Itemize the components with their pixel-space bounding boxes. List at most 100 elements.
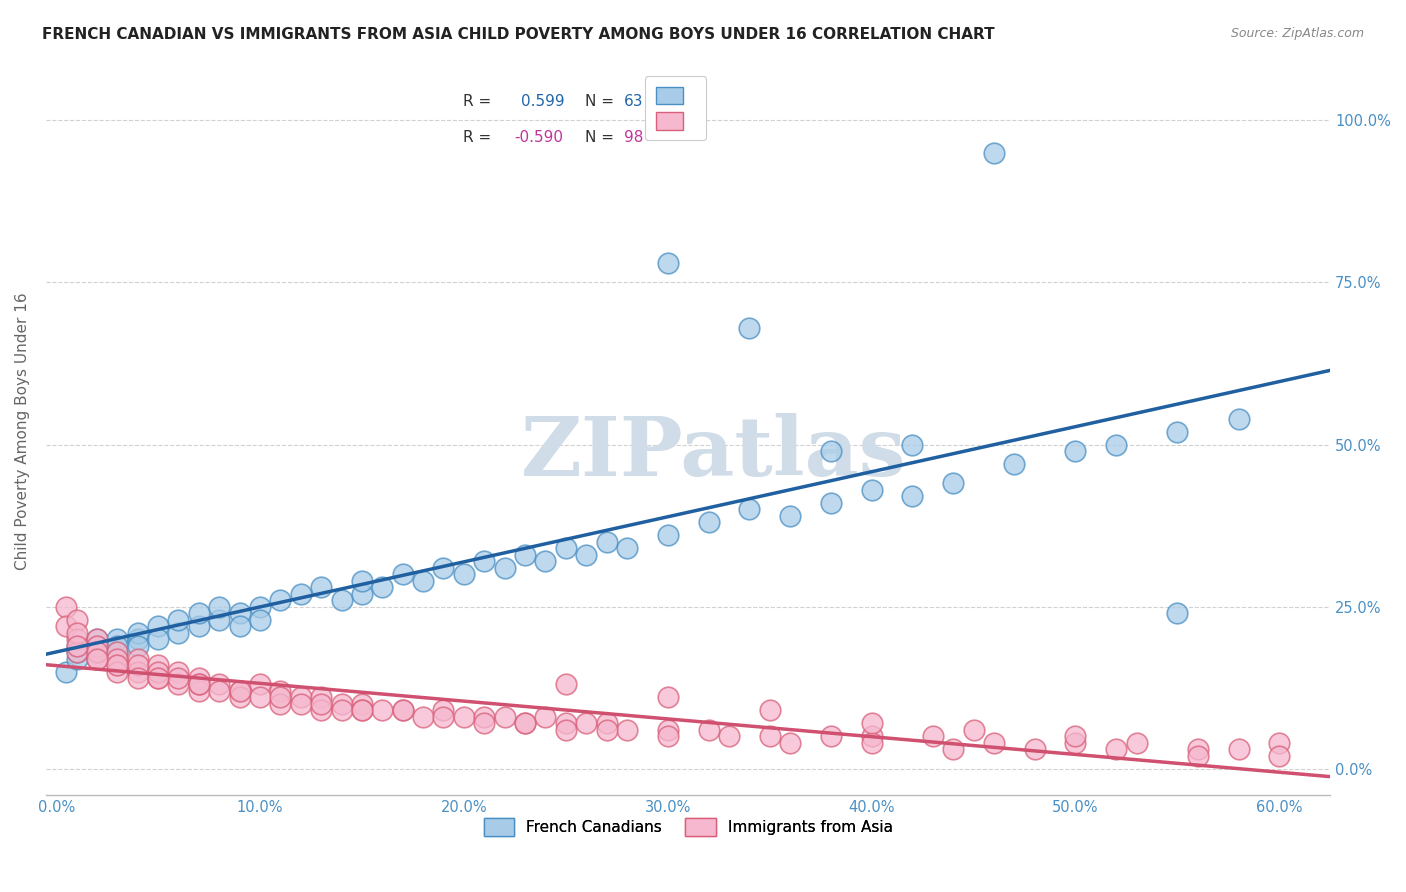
Point bbox=[65, 625, 87, 640]
Point bbox=[1187, 748, 1209, 763]
Point bbox=[127, 671, 149, 685]
Point bbox=[167, 677, 190, 691]
Point bbox=[350, 703, 373, 717]
Point bbox=[65, 651, 87, 665]
Point bbox=[105, 658, 128, 673]
Point bbox=[105, 645, 128, 659]
Point bbox=[472, 716, 495, 731]
Point bbox=[412, 710, 434, 724]
Text: R =: R = bbox=[464, 130, 496, 145]
Point bbox=[391, 703, 413, 717]
Point bbox=[657, 256, 679, 270]
Point bbox=[513, 548, 536, 562]
Point bbox=[616, 723, 638, 737]
Point bbox=[901, 437, 924, 451]
Point bbox=[269, 697, 291, 711]
Point bbox=[921, 729, 943, 743]
Point bbox=[534, 554, 557, 568]
Text: R =: R = bbox=[464, 94, 502, 109]
Point bbox=[860, 729, 883, 743]
Point bbox=[249, 677, 271, 691]
Point bbox=[1064, 736, 1087, 750]
Point bbox=[860, 736, 883, 750]
Point bbox=[983, 145, 1005, 160]
Point bbox=[575, 716, 598, 731]
Point bbox=[249, 690, 271, 705]
Point bbox=[738, 321, 761, 335]
Point bbox=[391, 703, 413, 717]
Point bbox=[269, 593, 291, 607]
Point bbox=[290, 587, 312, 601]
Point bbox=[1187, 742, 1209, 756]
Point bbox=[453, 710, 475, 724]
Point bbox=[758, 703, 780, 717]
Point bbox=[55, 599, 77, 614]
Point bbox=[127, 665, 149, 679]
Point bbox=[65, 645, 87, 659]
Point bbox=[350, 574, 373, 588]
Point bbox=[86, 639, 108, 653]
Point bbox=[350, 703, 373, 717]
Point bbox=[657, 723, 679, 737]
Point bbox=[167, 671, 190, 685]
Point bbox=[1125, 736, 1147, 750]
Point bbox=[146, 632, 169, 646]
Point bbox=[187, 684, 209, 698]
Point bbox=[575, 548, 598, 562]
Point bbox=[391, 567, 413, 582]
Point bbox=[860, 483, 883, 497]
Point bbox=[432, 703, 454, 717]
Point bbox=[290, 697, 312, 711]
Point bbox=[86, 651, 108, 665]
Point bbox=[55, 619, 77, 633]
Point bbox=[208, 599, 231, 614]
Point bbox=[1105, 437, 1128, 451]
Point bbox=[472, 710, 495, 724]
Point bbox=[86, 645, 108, 659]
Point bbox=[309, 690, 332, 705]
Text: N =: N = bbox=[585, 130, 619, 145]
Point bbox=[983, 736, 1005, 750]
Point bbox=[1064, 444, 1087, 458]
Point bbox=[86, 632, 108, 646]
Point bbox=[127, 632, 149, 646]
Text: Source: ZipAtlas.com: Source: ZipAtlas.com bbox=[1230, 27, 1364, 40]
Point bbox=[779, 736, 801, 750]
Point bbox=[65, 613, 87, 627]
Point bbox=[167, 665, 190, 679]
Point bbox=[290, 690, 312, 705]
Point bbox=[146, 671, 169, 685]
Point bbox=[901, 490, 924, 504]
Point bbox=[146, 619, 169, 633]
Point bbox=[330, 703, 353, 717]
Text: 63: 63 bbox=[624, 94, 644, 109]
Point bbox=[595, 723, 617, 737]
Point bbox=[595, 534, 617, 549]
Point bbox=[1268, 748, 1291, 763]
Text: FRENCH CANADIAN VS IMMIGRANTS FROM ASIA CHILD POVERTY AMONG BOYS UNDER 16 CORREL: FRENCH CANADIAN VS IMMIGRANTS FROM ASIA … bbox=[42, 27, 995, 42]
Point bbox=[697, 723, 720, 737]
Point bbox=[127, 651, 149, 665]
Point bbox=[309, 580, 332, 594]
Point bbox=[1024, 742, 1046, 756]
Point bbox=[146, 665, 169, 679]
Point bbox=[55, 665, 77, 679]
Point bbox=[371, 580, 394, 594]
Point bbox=[86, 639, 108, 653]
Point bbox=[269, 684, 291, 698]
Point bbox=[105, 651, 128, 665]
Point bbox=[1227, 742, 1250, 756]
Point bbox=[432, 561, 454, 575]
Point bbox=[554, 723, 576, 737]
Point bbox=[309, 703, 332, 717]
Point bbox=[330, 697, 353, 711]
Point bbox=[105, 639, 128, 653]
Point bbox=[350, 697, 373, 711]
Point bbox=[187, 671, 209, 685]
Point bbox=[228, 684, 250, 698]
Point bbox=[1002, 457, 1025, 471]
Point bbox=[494, 710, 516, 724]
Point bbox=[554, 716, 576, 731]
Point bbox=[962, 723, 984, 737]
Point bbox=[167, 613, 190, 627]
